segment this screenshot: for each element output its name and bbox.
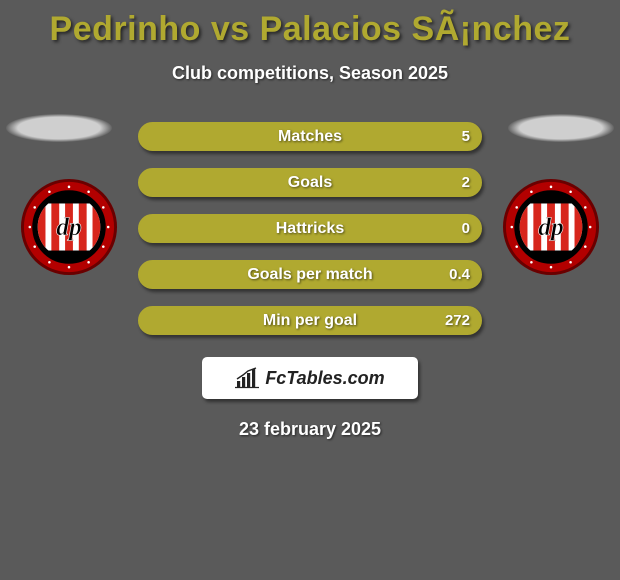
player1-disc-shadow [6,114,112,142]
stat-fill-right [174,216,480,241]
attribution-badge: FcTables.com [202,357,418,399]
stat-bar: Hattricks0 [138,214,482,243]
player2-club-badge: dp [502,178,600,276]
page-subtitle: Club competitions, Season 2025 [0,63,620,84]
page-title: Pedrinho vs Palacios SÃ¡nchez [0,0,620,49]
stat-value-right: 5 [462,124,470,149]
stat-bar: Goals2 [138,168,482,197]
svg-text:dp: dp [538,212,563,241]
stat-value-right: 272 [445,308,470,333]
stat-bar: Goals per match0.4 [138,260,482,289]
svg-text:dp: dp [56,212,81,241]
stat-fill-right [174,262,480,287]
footer-date: 23 february 2025 [0,419,620,440]
stat-value-right: 0.4 [449,262,470,287]
comparison-infographic: Pedrinho vs Palacios SÃ¡nchez Club compe… [0,0,620,580]
stat-bar: Min per goal272 [138,306,482,335]
stat-fill-left [140,308,167,333]
stat-fill-right [201,124,480,149]
player2-disc-shadow [508,114,614,142]
barchart-icon [235,367,259,389]
stat-bar: Matches5 [138,122,482,151]
stat-value-right: 0 [462,216,470,241]
player1-club-badge: dp [20,178,118,276]
stat-fill-left [140,216,174,241]
stat-fill-left [140,170,191,195]
stats-zone: dp [0,122,620,335]
stat-fill-right [191,170,480,195]
attribution-text: FcTables.com [265,368,384,389]
stat-fill-left [140,124,201,149]
stat-bar-list: Matches5 Goals2 Hattricks0 Goals per match0… [138,122,482,335]
stat-fill-right [167,308,480,333]
stat-fill-left [140,262,174,287]
stat-value-right: 2 [462,170,470,195]
